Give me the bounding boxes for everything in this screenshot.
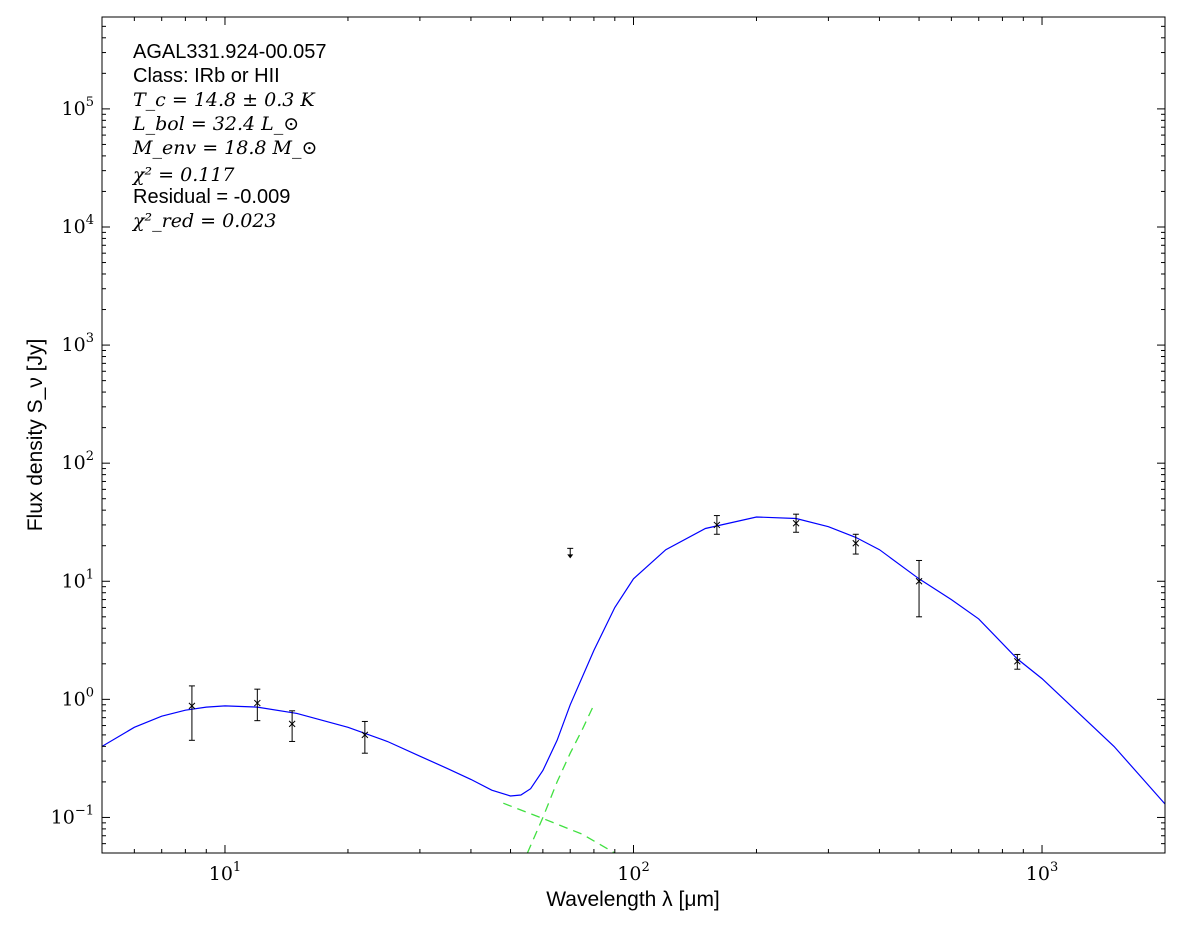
x-tick-label-exponent: 2 xyxy=(641,860,649,875)
y-tick-label-base: 10 xyxy=(62,334,86,356)
fit-annotations: AGAL331.924-00.057 Class: IRb or HII T_c… xyxy=(131,41,327,232)
x-tick-label: 103 xyxy=(1026,860,1058,885)
annotation-residual: Residual = -0.009 xyxy=(133,186,290,208)
y-tick-label: 105 xyxy=(62,95,94,120)
x-tick-labels: 101 102 103 xyxy=(209,860,1059,885)
point-marker-b xyxy=(361,731,369,739)
x-tick-label-exponent: 3 xyxy=(1050,860,1058,875)
data-point xyxy=(792,513,800,533)
x-tick-label: 101 xyxy=(209,860,241,885)
x-tick-label-base: 10 xyxy=(1026,863,1050,885)
point-marker-b xyxy=(713,521,721,529)
y-tick-label: 100 xyxy=(62,685,94,710)
point-marker-b xyxy=(288,720,296,728)
model-components xyxy=(503,704,616,853)
data-point xyxy=(361,720,369,754)
x-tick-label-base: 10 xyxy=(209,863,233,885)
y-tick-label-base: 10 xyxy=(62,688,86,710)
point-marker-b xyxy=(852,539,860,547)
y-tick-label: 10−1 xyxy=(51,803,94,828)
x-tick-label-base: 10 xyxy=(617,863,641,885)
annotation-class: Class: IRb or HII xyxy=(133,65,280,87)
data-point xyxy=(915,559,923,618)
point-marker-b xyxy=(792,519,800,527)
y-tick-label-exponent: 1 xyxy=(86,567,94,582)
y-tick-label-exponent: 3 xyxy=(86,331,94,346)
point-marker-b xyxy=(915,577,923,585)
y-tick-label-exponent: −1 xyxy=(75,803,94,818)
annotation-chi2-red: χ²_red = 0.023 xyxy=(131,210,277,232)
annotation-lbol: L_bol = 32.4 L_⊙ xyxy=(132,113,299,135)
x-tick-label: 102 xyxy=(617,860,649,885)
data-point xyxy=(188,685,196,741)
point-marker-b xyxy=(1013,657,1021,665)
y-tick-label: 101 xyxy=(62,567,94,592)
model-component-cold xyxy=(526,704,595,853)
upper-limit xyxy=(567,547,574,559)
y-tick-label-base: 10 xyxy=(62,570,86,592)
data-point xyxy=(713,515,721,535)
point-marker-b xyxy=(253,699,261,707)
y-tick-label-base: 10 xyxy=(62,216,86,238)
point-marker-b xyxy=(188,702,196,710)
x-axis-label: Wavelength λ [μm] xyxy=(546,888,720,911)
data-point xyxy=(288,710,296,742)
upper-limit-arrow xyxy=(567,554,574,559)
y-tick-label-exponent: 5 xyxy=(86,95,94,110)
annotation-chi2: χ² = 0.117 xyxy=(131,164,235,186)
plot-frame xyxy=(101,16,1166,854)
y-tick-label-base: 10 xyxy=(62,98,86,120)
data-points xyxy=(188,513,1021,754)
y-tick-label-base: 10 xyxy=(62,452,86,474)
annotation-menv: M_env = 18.8 M_⊙ xyxy=(132,137,317,159)
y-tick-label-exponent: 2 xyxy=(86,449,94,464)
x-tick-label-exponent: 1 xyxy=(233,860,241,875)
y-axis-label: Flux density S_ν [Jy] xyxy=(24,339,47,532)
axis-ticks xyxy=(101,16,1166,854)
y-tick-label: 104 xyxy=(62,213,94,238)
annotation-tc: T_c = 14.8 ± 0.3 K xyxy=(133,89,316,111)
plot-area xyxy=(102,513,1165,853)
data-point xyxy=(253,688,261,722)
y-tick-label: 103 xyxy=(62,331,94,356)
annotation-source: AGAL331.924-00.057 xyxy=(133,41,327,63)
data-point xyxy=(1013,653,1021,670)
model-component-warm xyxy=(503,802,616,853)
y-tick-label: 102 xyxy=(62,449,94,474)
data-point xyxy=(852,533,860,555)
y-tick-label-exponent: 0 xyxy=(86,685,94,700)
y-tick-label-base: 10 xyxy=(51,806,75,828)
y-tick-label-exponent: 4 xyxy=(86,213,94,228)
